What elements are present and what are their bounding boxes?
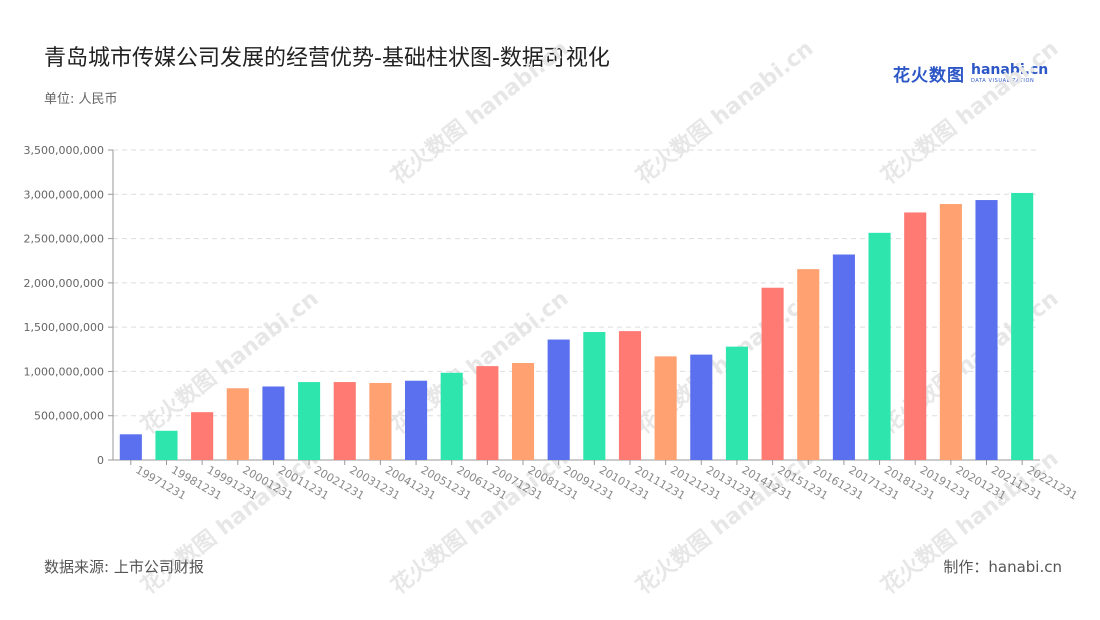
logo-sub-text: DATA VISUALIZATION — [971, 77, 1035, 84]
bar — [690, 354, 713, 460]
bar — [440, 372, 463, 460]
y-tick-label: 2,000,000,000 — [24, 277, 104, 290]
bar — [832, 254, 855, 460]
y-tick-label: 1,500,000,000 — [24, 321, 104, 334]
bar — [476, 366, 499, 460]
bar — [939, 204, 962, 460]
logo-en-text: hanabi.cn — [971, 61, 1049, 78]
y-tick-label: 3,500,000,000 — [24, 144, 104, 157]
unit-label: 单位: 人民币 — [44, 92, 118, 107]
bar — [191, 412, 214, 460]
bar — [618, 331, 642, 460]
bar — [262, 386, 285, 460]
y-tick-label: 1,000,000,000 — [24, 365, 104, 378]
bar — [1011, 192, 1034, 460]
bar — [547, 339, 570, 460]
bar — [868, 232, 891, 460]
bar — [119, 434, 142, 460]
bar — [725, 346, 748, 460]
bar — [975, 200, 998, 461]
bar — [511, 363, 535, 460]
y-tick-label: 3,000,000,000 — [24, 188, 104, 201]
bar — [797, 269, 820, 460]
data-source: 数据来源: 上市公司财报 — [44, 558, 204, 576]
bar — [654, 356, 677, 460]
bar — [405, 380, 428, 460]
logo-cn-text: 花火数图 — [893, 65, 965, 86]
chart-title: 青岛城市传媒公司发展的经营优势-基础柱状图-数据可视化 — [44, 46, 610, 71]
y-tick-label: 500,000,000 — [34, 410, 104, 423]
credit-label: 制作：hanabi.cn — [943, 558, 1062, 576]
bar — [298, 382, 321, 460]
brand-logo: 花火数图 hanabi.cn DATA VISUALIZATION — [893, 60, 1048, 86]
bar — [226, 388, 249, 460]
bar — [333, 382, 356, 460]
bar — [761, 287, 784, 460]
bar — [583, 332, 606, 460]
bar — [369, 382, 392, 460]
y-tick-label: 2,500,000,000 — [24, 233, 104, 246]
y-tick-label: 0 — [97, 454, 104, 467]
bar — [904, 212, 927, 460]
bar — [155, 430, 178, 460]
